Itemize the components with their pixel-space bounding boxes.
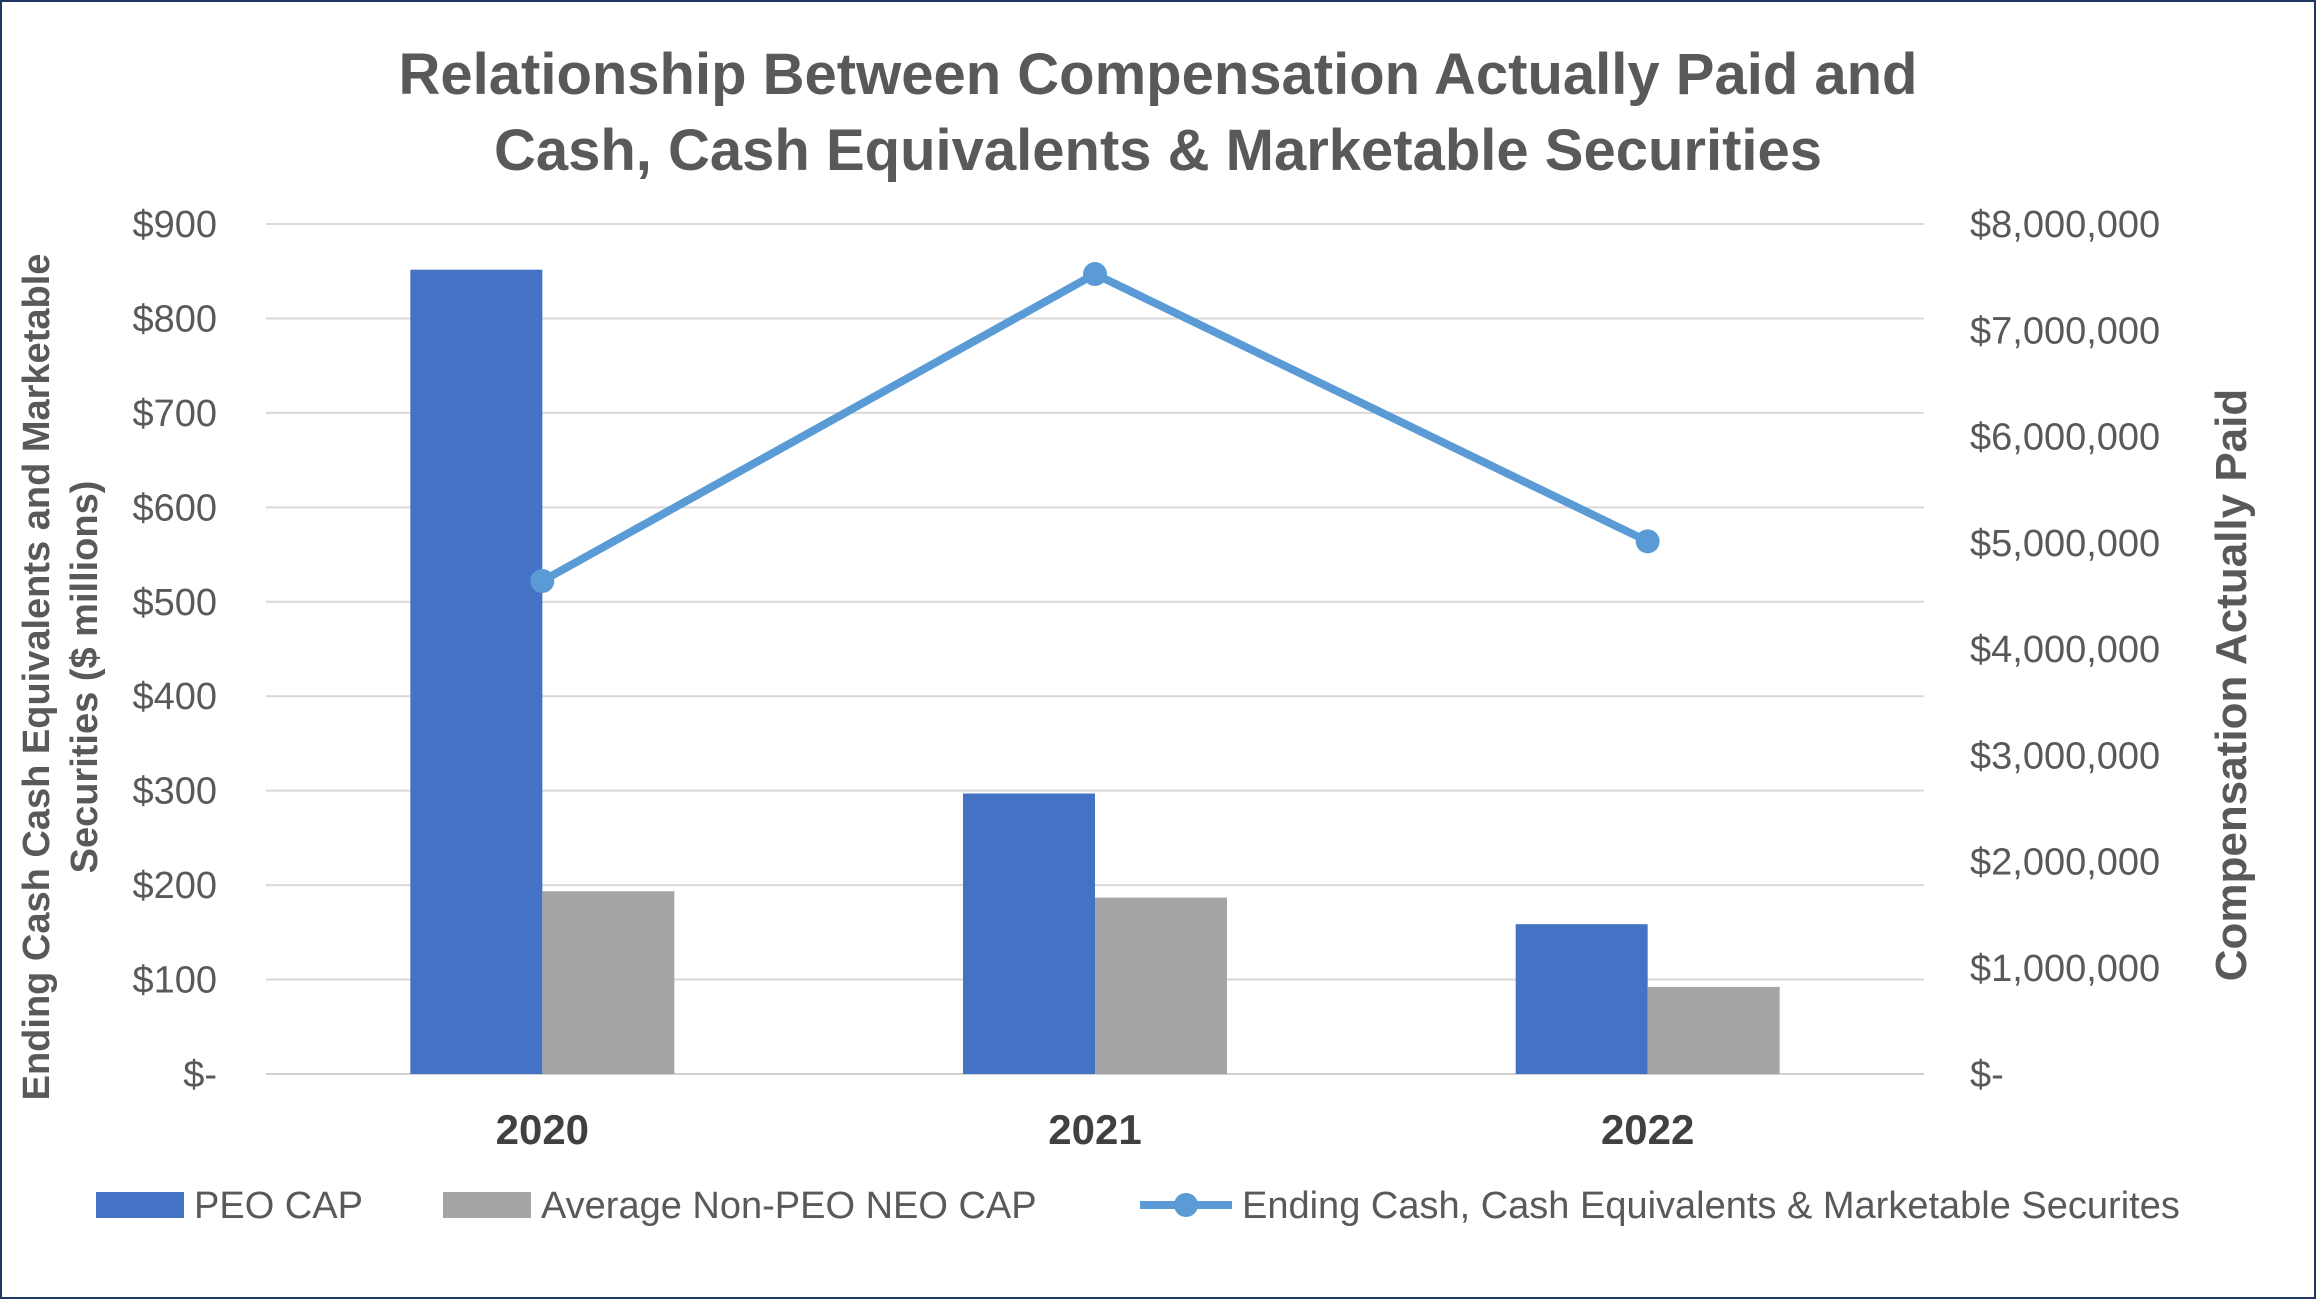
- left-axis-tick-label: $300: [132, 771, 217, 813]
- chart-title-line-1: Relationship Between Compensation Actual…: [399, 42, 1918, 107]
- legend-swatch-peo-cap: [96, 1192, 184, 1218]
- x-axis-categories: 2020 2021 2022: [496, 1106, 1695, 1153]
- line-series-group: [530, 262, 1660, 593]
- right-axis-tick-label: $2,000,000: [1970, 842, 2160, 884]
- left-axis-tick-label: $700: [132, 393, 217, 435]
- left-axis-ticks: $- $100 $200 $300 $400 $500 $600 $700 $800 $900: [132, 204, 217, 1096]
- line-point-ending-cash: [1083, 262, 1107, 287]
- chart-title-line-2: Cash, Cash Equivalents & Marketable Secu…: [494, 118, 1822, 183]
- legend-label-ending-cash: Ending Cash, Cash Equivalents & Marketab…: [1242, 1185, 2180, 1227]
- left-axis-tick-label: $900: [132, 204, 217, 246]
- left-axis-tick-label: $100: [132, 960, 217, 1002]
- bar-peo-cap: [1515, 924, 1648, 1074]
- right-axis-tick-label: $1,000,000: [1970, 948, 2160, 990]
- legend-label-peo-cap: PEO CAP: [194, 1185, 363, 1227]
- left-axis-title-line-2: Securities ($ millions): [64, 481, 106, 874]
- left-axis-title-line-1: Ending Cash Cash Equivalents and Marketa…: [16, 254, 58, 1101]
- legend-label-non-peo-cap: Average Non-PEO NEO CAP: [541, 1185, 1037, 1227]
- right-axis-tick-label: $6,000,000: [1970, 417, 2160, 459]
- right-axis-tick-label: $5,000,000: [1970, 523, 2160, 565]
- bar-non-peo-neo-cap: [1647, 986, 1780, 1074]
- left-axis-tick-label: $600: [132, 487, 217, 529]
- right-axis-tick-label: $4,000,000: [1970, 629, 2160, 671]
- x-axis-category-label: 2020: [496, 1106, 589, 1153]
- bar-peo-cap: [410, 269, 543, 1074]
- x-axis-category-label: 2021: [1048, 1106, 1141, 1153]
- right-axis-tick-label: $-: [1970, 1054, 2004, 1096]
- left-axis-tick-label: $-: [183, 1054, 217, 1096]
- legend-swatch-non-peo-cap: [443, 1192, 531, 1218]
- bar-series-group: [410, 269, 1780, 1074]
- legend: PEO CAP Average Non-PEO NEO CAP Ending C…: [96, 1185, 2180, 1227]
- line-ending-cash: [540, 270, 1650, 585]
- bar-non-peo-neo-cap: [542, 891, 675, 1074]
- left-axis-tick-label: $400: [132, 676, 217, 718]
- left-axis-tick-label: $800: [132, 298, 217, 340]
- right-axis-title: Compensation Actually Paid: [2207, 389, 2256, 981]
- right-axis-tick-label: $8,000,000: [1970, 204, 2160, 246]
- right-axis-tick-label: $7,000,000: [1970, 310, 2160, 352]
- right-axis-ticks: $- $1,000,000 $2,000,000 $3,000,000 $4,000,0…: [1970, 204, 2160, 1096]
- bar-non-peo-neo-cap: [1095, 897, 1227, 1074]
- x-axis-category-label: 2022: [1601, 1106, 1694, 1153]
- legend-swatch-ending-cash-marker: [1174, 1193, 1198, 1217]
- left-axis-tick-label: $200: [132, 865, 217, 907]
- line-point-ending-cash: [530, 569, 555, 593]
- right-axis-tick-label: $3,000,000: [1970, 735, 2160, 777]
- left-axis-tick-label: $500: [132, 582, 217, 624]
- bar-peo-cap: [963, 793, 1095, 1074]
- line-point-ending-cash: [1635, 529, 1660, 554]
